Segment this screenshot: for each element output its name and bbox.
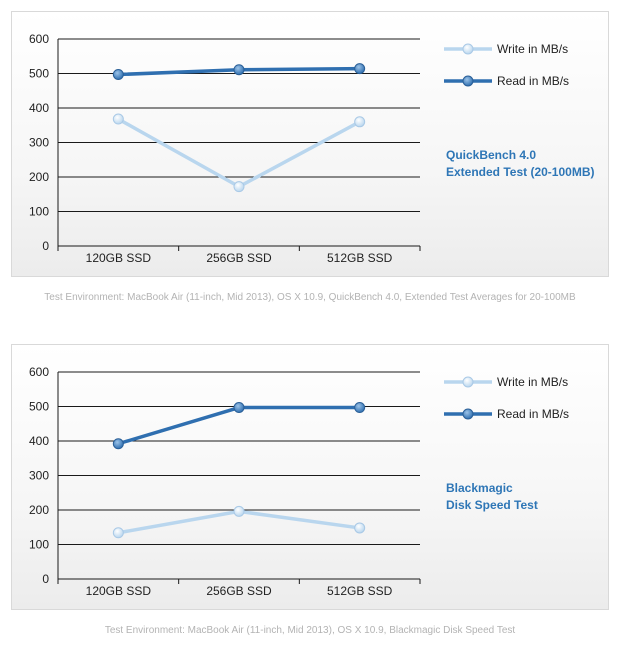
x-tick-label: 512GB SSD — [327, 251, 393, 265]
write-data-point — [233, 505, 245, 517]
y-tick-label: 600 — [29, 32, 49, 46]
blackmagic-chart-panel: 0 100 200 300 400 500 600 120GB SSD 256GB SSD 512… — [11, 344, 609, 610]
y-tick-label: 400 — [29, 101, 49, 115]
read-data-point — [354, 402, 366, 414]
read-legend-marker — [462, 75, 474, 87]
write-data-point — [354, 116, 366, 128]
x-tick-label: 120GB SSD — [86, 251, 152, 265]
y-tick-label: 200 — [29, 503, 49, 517]
y-tick-label: 0 — [42, 572, 49, 586]
chart-annotation: Blackmagic Disk Speed Test — [446, 480, 538, 514]
y-tick-label: 200 — [29, 170, 49, 184]
annotation-line-2: Disk Speed Test — [446, 498, 538, 512]
write-legend-marker — [462, 43, 474, 55]
read-legend-marker — [462, 408, 474, 420]
x-tick-label: 512GB SSD — [327, 584, 393, 598]
test-environment-caption: Test Environment: MacBook Air (11-inch, … — [44, 292, 576, 303]
x-tick-label: 256GB SSD — [206, 584, 272, 598]
y-tick-label: 100 — [29, 538, 49, 552]
annotation-line-1: Blackmagic — [446, 481, 513, 495]
read-legend-label: Read in MB/s — [497, 407, 569, 421]
y-tick-label: 600 — [29, 365, 49, 379]
annotation-line-2: Extended Test (20-100MB) — [446, 165, 595, 179]
chart-annotation: QuickBench 4.0 Extended Test (20-100MB) — [446, 147, 594, 181]
x-tick-label: 256GB SSD — [206, 251, 272, 265]
y-tick-label: 500 — [29, 400, 49, 414]
y-tick-label: 300 — [29, 469, 49, 483]
y-tick-label: 0 — [42, 239, 49, 253]
write-data-point — [233, 181, 245, 193]
quickbench-chart-panel: 0 100 200 300 400 500 600 120GB SSD 256GB SSD 512… — [11, 11, 609, 277]
write-legend-marker — [462, 376, 474, 388]
write-data-point — [354, 522, 366, 534]
y-tick-label: 400 — [29, 434, 49, 448]
read-data-point — [112, 438, 124, 450]
read-data-point — [233, 402, 245, 414]
write-data-point — [112, 113, 124, 125]
read-data-point — [233, 64, 245, 76]
annotation-line-1: QuickBench 4.0 — [446, 148, 537, 162]
read-data-point — [354, 63, 366, 75]
read-data-point — [112, 69, 124, 81]
write-legend-label: Write in MB/s — [497, 42, 568, 56]
y-tick-label: 100 — [29, 205, 49, 219]
write-legend-label: Write in MB/s — [497, 375, 568, 389]
y-tick-label: 300 — [29, 136, 49, 150]
read-legend-label: Read in MB/s — [497, 74, 569, 88]
x-tick-label: 120GB SSD — [86, 584, 152, 598]
blackmagic-line-chart: 0 100 200 300 400 500 600 120GB SSD 256GB SSD 512… — [29, 365, 569, 598]
write-data-point — [112, 527, 124, 539]
quickbench-line-chart: 0 100 200 300 400 500 600 120GB SSD 256GB SSD 512… — [29, 32, 569, 265]
y-tick-label: 500 — [29, 67, 49, 81]
test-environment-caption: Test Environment: MacBook Air (11-inch, … — [104, 625, 516, 636]
